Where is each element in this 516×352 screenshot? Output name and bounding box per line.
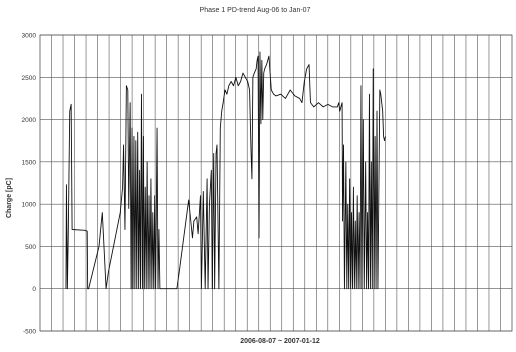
y-tick-label: -500 — [23, 329, 36, 336]
y-tick-label: 500 — [25, 244, 36, 251]
series-layer — [65, 51, 386, 290]
axis-layer: -500 0 500 1000 1500 2000 2500 3000 — [22, 33, 37, 336]
y-tick-label: 2000 — [22, 117, 37, 124]
chart-title: Phase 1 PD-trend Aug-06 to Jan-07 — [200, 7, 311, 14]
y-tick-label: 2500 — [22, 75, 37, 82]
grid-layer — [39, 34, 513, 332]
y-tick-label: 3000 — [22, 33, 37, 40]
y-tick-label: 1000 — [22, 202, 37, 209]
plot-frame — [39, 34, 513, 332]
y-tick-label: 0 — [32, 286, 36, 293]
x-axis-label: 2006-08-07 ~ 2007-01-12 — [240, 338, 320, 345]
series-line-1 — [65, 51, 386, 290]
y-axis-label: Charge [pC] — [6, 178, 13, 218]
y-tick-label: 1500 — [22, 159, 37, 166]
